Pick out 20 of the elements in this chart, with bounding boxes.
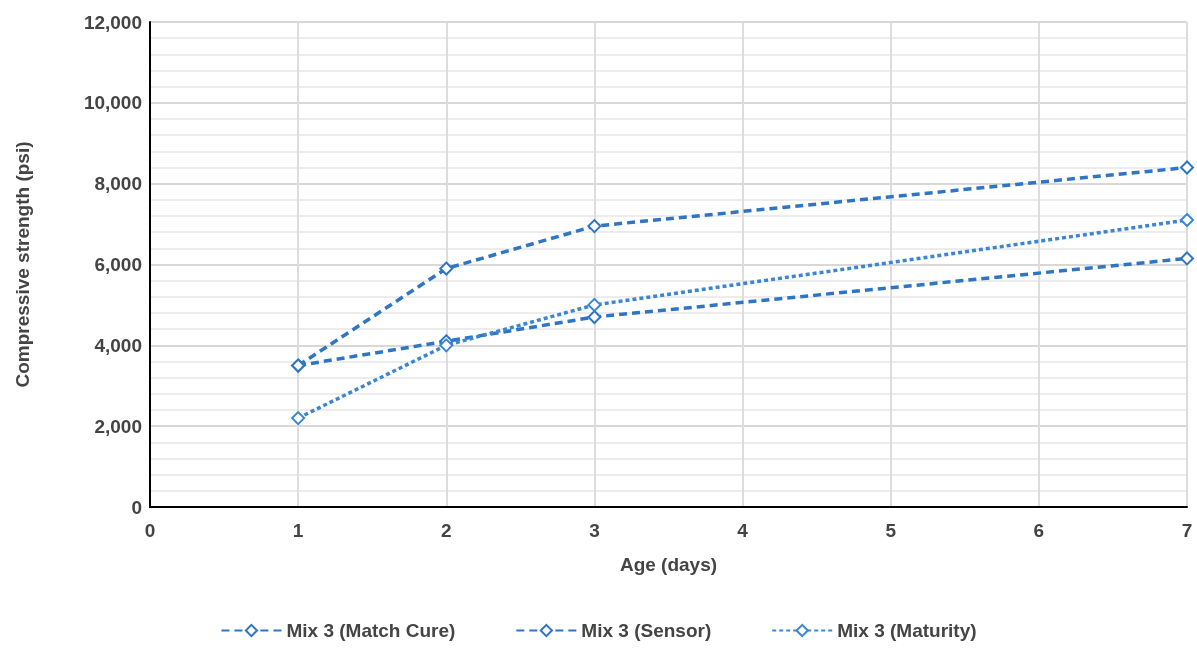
y-tick-label: 10,000	[83, 92, 142, 114]
y-tick-label: 0	[131, 496, 142, 518]
x-tick-label: 0	[144, 520, 156, 541]
y-tick-label: 2,000	[94, 415, 142, 437]
legend-label: Mix 3 (Match Cure)	[286, 620, 456, 641]
x-tick-label: 7	[1181, 520, 1193, 541]
x-tick-label: 6	[1033, 520, 1045, 541]
y-tick-label: 12,000	[83, 11, 142, 33]
x-axis-title: Age (days)	[619, 554, 718, 575]
x-tick-label: 3	[589, 520, 600, 541]
y-tick-label: 4,000	[94, 334, 142, 356]
x-tick-label: 1	[292, 520, 304, 541]
legend-label: Mix 3 (Sensor)	[581, 620, 712, 641]
x-tick-label: 5	[885, 520, 897, 541]
x-tick-label: 4	[737, 520, 749, 541]
y-axis-title: Compressive strength (psi)	[12, 141, 33, 388]
x-tick-label: 2	[441, 520, 452, 541]
y-tick-label: 8,000	[94, 173, 142, 195]
legend-label: Mix 3 (Maturity)	[837, 620, 977, 641]
y-tick-label: 6,000	[94, 254, 142, 275]
